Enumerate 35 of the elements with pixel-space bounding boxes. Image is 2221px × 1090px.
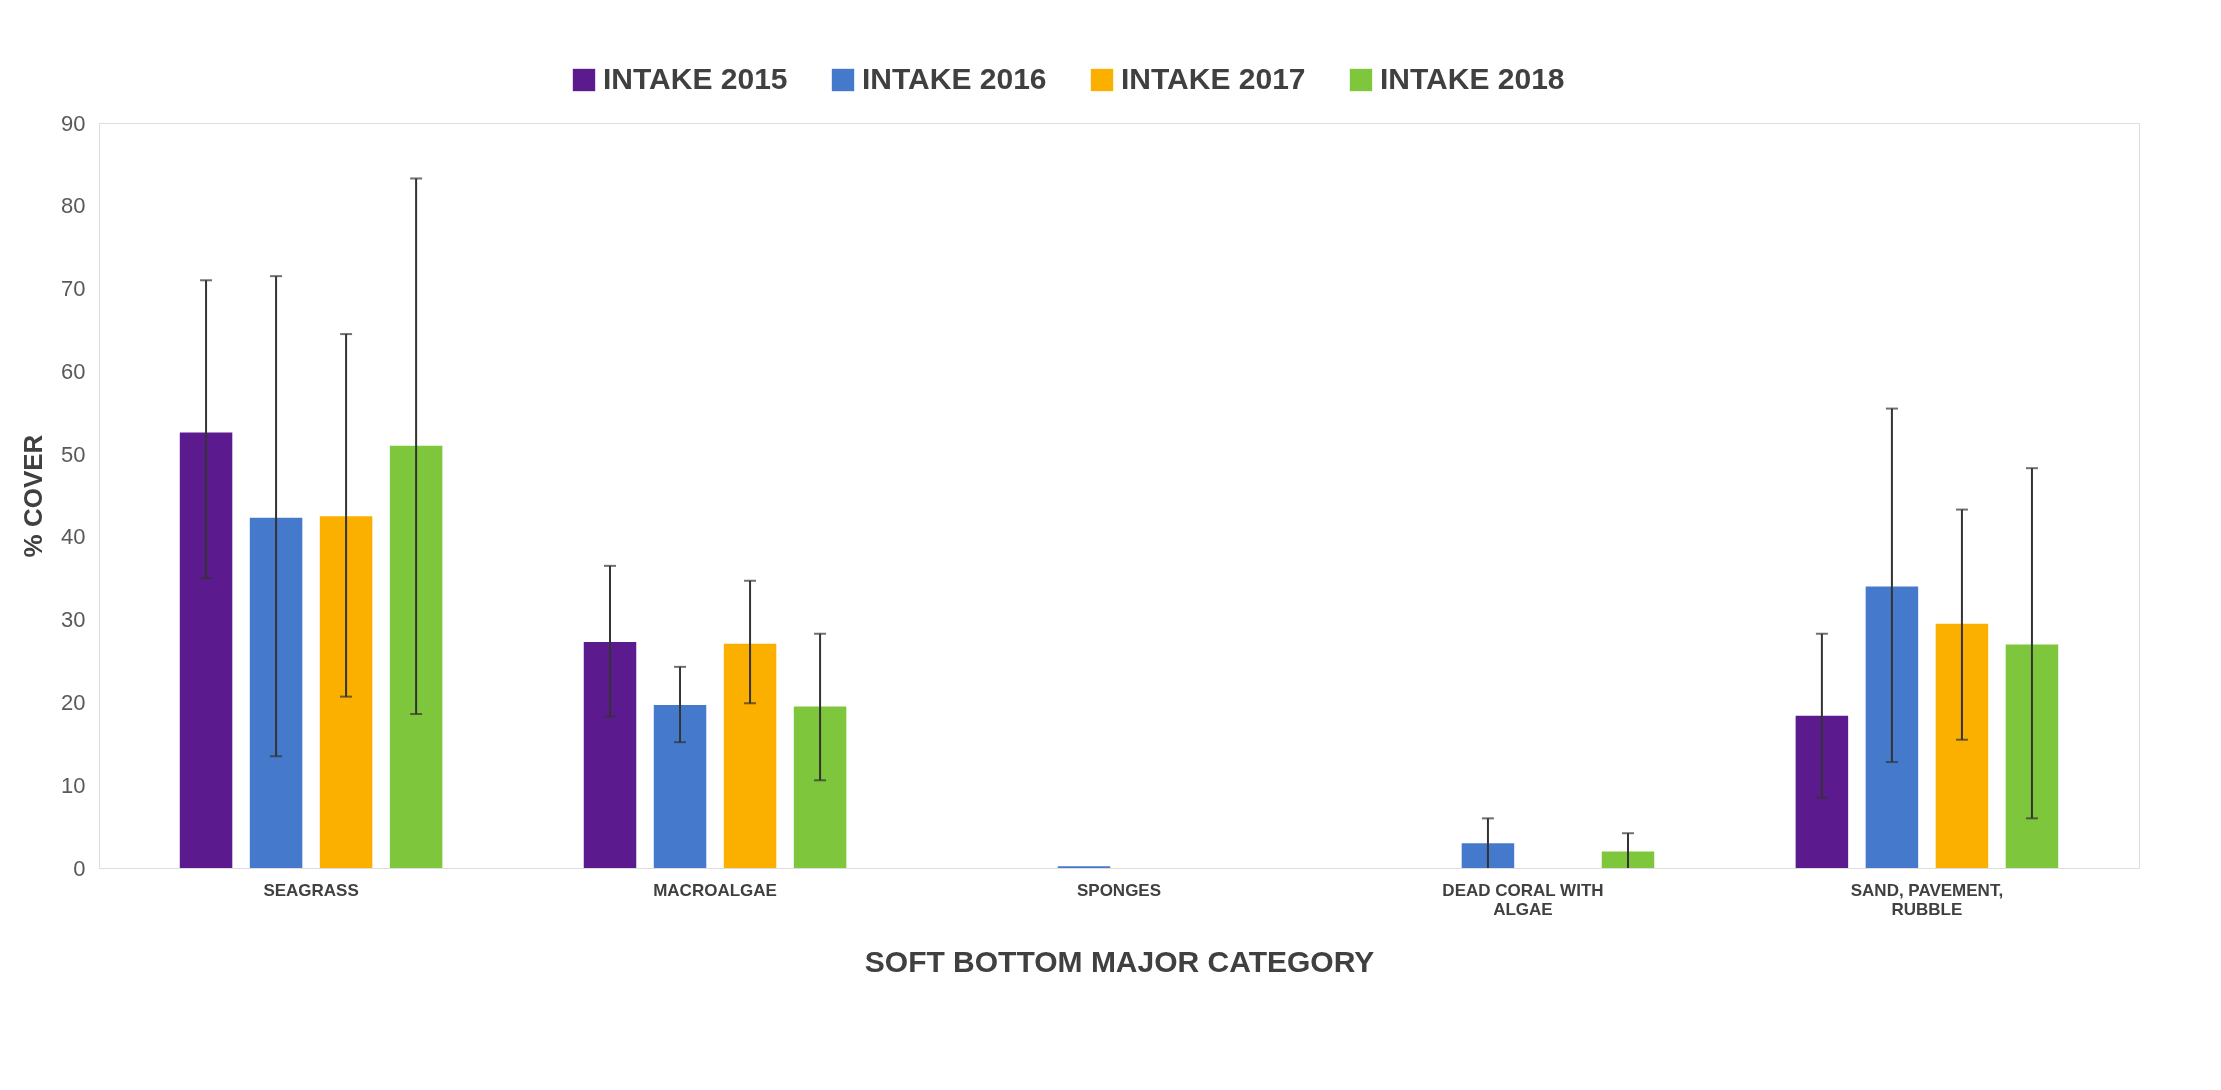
x-tick-label: SPONGES xyxy=(1076,880,1162,900)
bar xyxy=(1935,623,1989,868)
bar xyxy=(389,445,443,868)
y-tick-label: 40 xyxy=(61,524,86,550)
legend-label: INTAKE 2018 xyxy=(1380,62,1565,95)
x-tick-label: DEAD CORAL WITH ALGAE xyxy=(1442,880,1604,919)
y-tick-label: 20 xyxy=(61,689,86,715)
y-axis-title: % COVER xyxy=(18,434,49,558)
x-tick-label: SAND, PAVEMENT, RUBBLE xyxy=(1850,880,2004,919)
bar xyxy=(723,643,777,868)
legend-label: INTAKE 2017 xyxy=(1121,62,1306,95)
y-tick-label: 10 xyxy=(61,772,86,798)
y-tick-label: 90 xyxy=(61,110,86,136)
x-tick-label: SEAGRASS xyxy=(263,880,359,900)
y-tick-label: 30 xyxy=(61,607,86,633)
bar xyxy=(653,704,707,868)
y-tick-label: 80 xyxy=(61,193,86,219)
x-axis-title: SOFT BOTTOM MAJOR CATEGORY xyxy=(864,944,1375,978)
y-tick-label: 0 xyxy=(73,855,86,881)
bar xyxy=(1795,715,1849,868)
legend-label: INTAKE 2015 xyxy=(603,62,788,95)
bar xyxy=(2005,644,2059,868)
bar xyxy=(249,517,303,868)
bar xyxy=(1601,851,1655,868)
y-tick-label: 50 xyxy=(61,441,86,467)
x-tick-label: MACROALGAE xyxy=(653,880,777,900)
bar xyxy=(179,432,233,868)
y-tick-label: 70 xyxy=(61,276,86,302)
bar xyxy=(1461,843,1515,868)
y-tick-label: 60 xyxy=(61,358,86,384)
bar xyxy=(319,516,373,868)
bar xyxy=(793,706,847,868)
bar xyxy=(583,642,637,868)
legend-label: INTAKE 2016 xyxy=(862,62,1047,95)
bar xyxy=(1865,586,1919,868)
